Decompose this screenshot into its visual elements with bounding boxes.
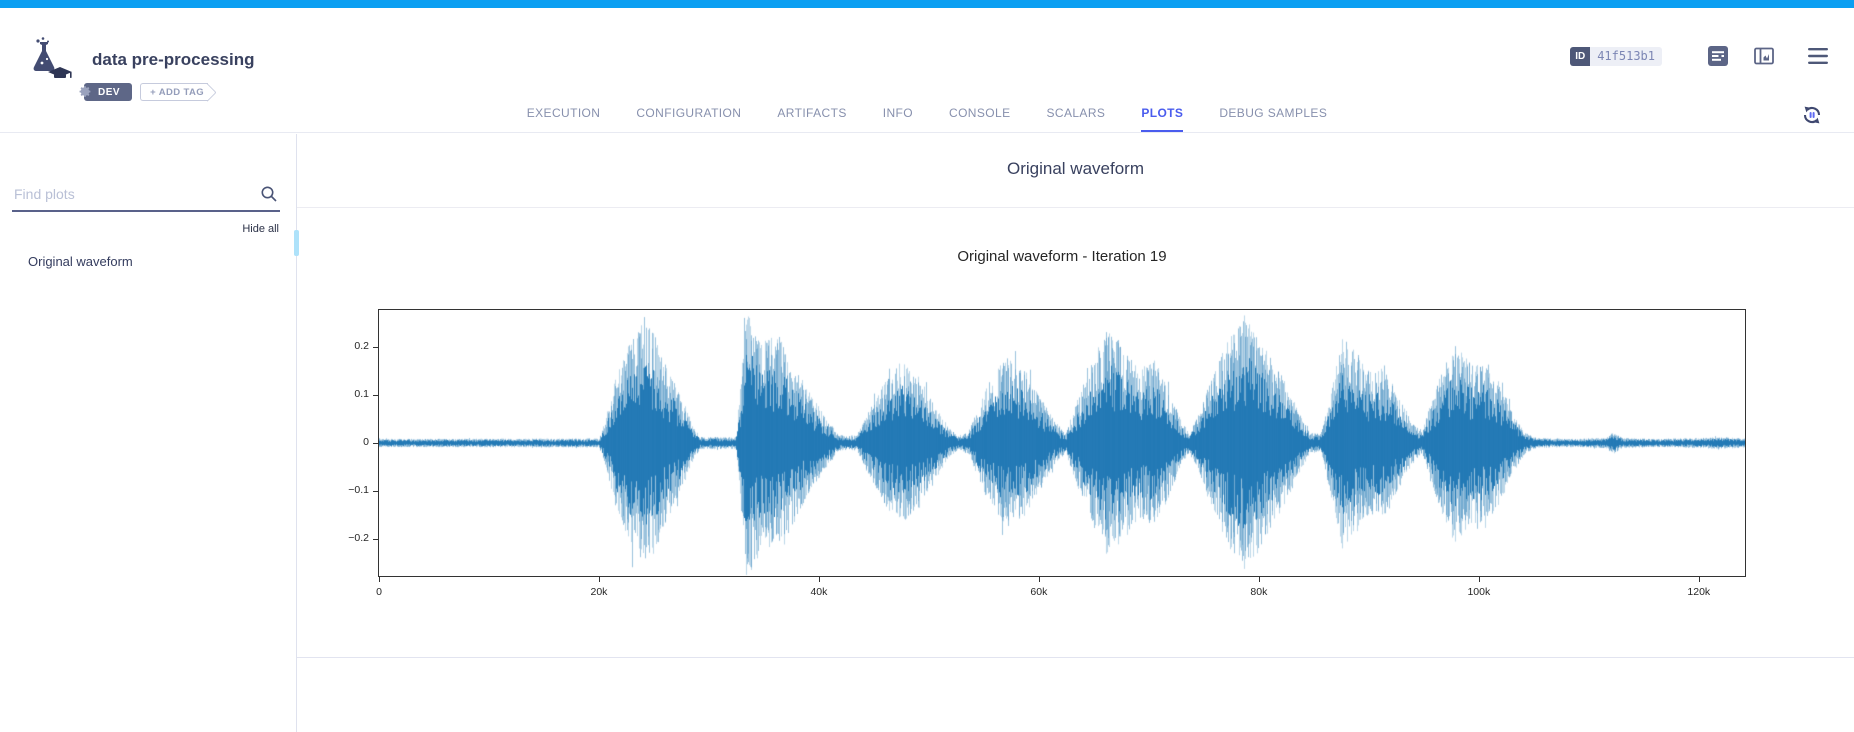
figure-title: Original waveform - Iteration 19 (957, 248, 1167, 265)
tag-dev-label: DEV (98, 86, 121, 98)
x-tick-label: 60k (1030, 586, 1048, 598)
info-panel-icon[interactable] (1752, 44, 1776, 68)
y-tick (373, 491, 378, 493)
add-tag-button[interactable]: + ADD TAG (140, 83, 209, 101)
add-tag-label: + ADD TAG (150, 86, 205, 98)
x-tick (598, 577, 600, 582)
search-input[interactable] (12, 182, 280, 212)
y-tick-label: −0.1 (348, 484, 369, 497)
tab-artifacts[interactable]: ARTIFACTS (777, 106, 847, 120)
tag-row: DEV + ADD TAG (79, 83, 209, 101)
plot-widget: Original waveform - Iteration 19 0 20k 40k… (297, 207, 1854, 658)
id-badge: ID (1570, 46, 1591, 66)
sidebar-resize-handle[interactable] (294, 230, 299, 256)
menu-icon[interactable] (1806, 44, 1830, 68)
tab-plots[interactable]: PLOTS (1141, 98, 1184, 132)
tab-console[interactable]: CONSOLE (949, 106, 1011, 120)
search-icon (260, 185, 278, 203)
tab-bar: EXECUTION CONFIGURATION ARTIFACTS INFO CONSO… (0, 98, 1854, 132)
x-tick-label: 40k (810, 586, 828, 598)
tab-execution[interactable]: EXECUTION (526, 106, 601, 120)
gear-icon (79, 85, 92, 98)
y-tick (373, 443, 378, 444)
waveform-canvas[interactable] (379, 310, 1745, 576)
tab-scalars[interactable]: SCALARS (1046, 106, 1106, 120)
y-tick-label: 0 (363, 436, 369, 448)
task-details-icon[interactable] (1706, 44, 1730, 68)
x-tick-label: 0 (376, 586, 382, 598)
tab-debug-samples[interactable]: DEBUG SAMPLES (1219, 106, 1328, 120)
x-tick-label: 100k (1467, 586, 1491, 598)
y-tick (373, 394, 378, 396)
experiment-flask-icon (24, 36, 72, 82)
experiment-header: data pre-processing DEV + ADD TAG ID 41f… (0, 8, 1854, 133)
waveform-axes: 0 20k 40k 60k 80k 100k 120k 0.2 0.1 0 −0.1 −0.2 (348, 309, 1746, 598)
x-tick-label: 20k (590, 586, 608, 598)
x-tick (1698, 577, 1700, 582)
x-tick-label: 120k (1687, 586, 1711, 598)
x-tick (1258, 577, 1260, 582)
x-tick (1038, 577, 1040, 582)
x-tick (1478, 577, 1480, 582)
x-tick (818, 577, 820, 582)
y-tick-label: 0.2 (354, 339, 369, 352)
content-area: Hide all Original waveform Original wave… (0, 134, 1854, 732)
y-tick (373, 346, 378, 348)
plots-sidebar: Hide all Original waveform (0, 134, 299, 732)
plot-list-item[interactable]: Original waveform (28, 254, 133, 269)
search-wrap (12, 182, 280, 212)
hide-all-link[interactable]: Hide all (242, 223, 279, 235)
experiment-id-chip[interactable]: ID 41f513b1 (1570, 46, 1662, 66)
tag-dev[interactable]: DEV (79, 83, 133, 101)
experiment-title: data pre-processing (92, 50, 255, 69)
x-tick (379, 577, 380, 582)
y-tick-label: 0.1 (354, 387, 369, 400)
y-tick-label: −0.2 (348, 532, 369, 545)
id-value: 41f513b1 (1590, 46, 1662, 66)
status-bar (0, 0, 1854, 8)
plot-section-title: Original waveform (1007, 159, 1144, 178)
y-tick (373, 539, 378, 541)
tab-configuration[interactable]: CONFIGURATION (636, 106, 742, 120)
x-tick-label: 80k (1250, 586, 1268, 598)
header-toolbar: ID 41f513b1 (1570, 44, 1830, 68)
auto-refresh-icon[interactable] (1800, 103, 1824, 127)
plot-list: Original waveform (0, 248, 296, 275)
tab-info[interactable]: INFO (882, 106, 913, 120)
plots-main: Original waveform Original waveform - It… (297, 134, 1854, 732)
